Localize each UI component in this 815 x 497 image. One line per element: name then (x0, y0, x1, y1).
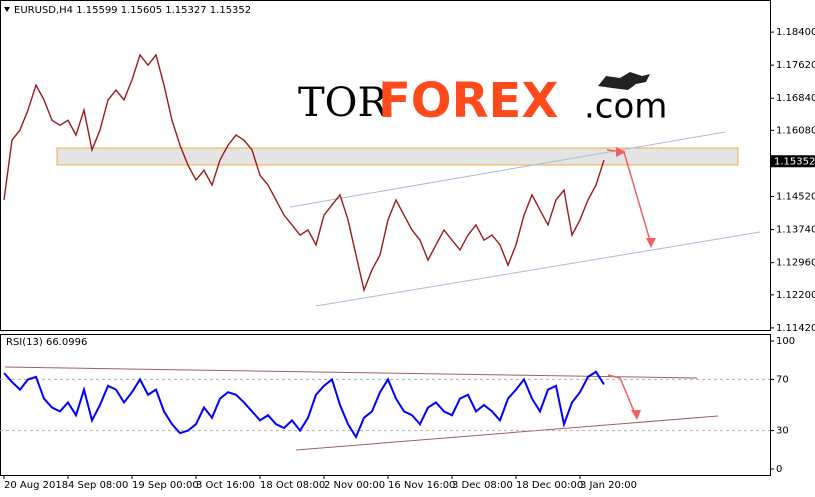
resistance-zone (56, 147, 739, 166)
x-tick-label: 16 Nov 16:00 (388, 480, 455, 491)
rsi-panel (0, 334, 771, 476)
logo-com: .com (584, 87, 667, 127)
logo-forex: FOREX (378, 73, 558, 129)
y-tick-label: 1.18400 (776, 27, 815, 38)
x-tick-label: 3 Jan 20:00 (580, 480, 637, 491)
price-line (3, 53, 605, 293)
rsi-trend-bottom (295, 415, 719, 451)
x-tick-label: 4 Sep 08:00 (68, 480, 128, 491)
x-tick-label: 20 Aug 2018 (4, 480, 68, 491)
y-tick-label: 1.12200 (776, 290, 815, 301)
logo: TOR FOREX .com (298, 72, 667, 129)
y-tick-label: 1.13740 (776, 225, 815, 236)
last-price-label: 1.15352 (774, 156, 815, 167)
y-tick-label: 1.12960 (776, 258, 815, 269)
logo-bull (598, 72, 650, 90)
x-tick-label: 2 Nov 00:00 (324, 480, 385, 491)
x-tick-label: 3 Oct 16:00 (196, 480, 255, 491)
x-tick-label: 18 Oct 08:00 (260, 480, 325, 491)
x-tick-label: 3 Dec 08:00 (452, 480, 513, 491)
arrow-head (631, 410, 641, 420)
y-tick-label: 0 (776, 464, 782, 475)
x-tick-label: 18 Dec 00:00 (516, 480, 583, 491)
y-tick-label: 1.16080 (776, 125, 815, 136)
y-tick-label: 30 (776, 426, 789, 437)
y-tick-label: 100 (776, 336, 795, 347)
y-tick-label: 70 (776, 374, 789, 385)
panel-title: EURUSD,H4 1.15599 1.15605 1.15327 1.1535… (14, 5, 251, 16)
last-price-box (771, 155, 815, 168)
panel-title: RSI(13) 66.0996 (6, 337, 87, 348)
y-tick-label: 1.11420 (776, 323, 815, 334)
rsi-trend-top (4, 366, 698, 379)
x-tick-label: 19 Sep 00:00 (132, 480, 199, 491)
logo-tor: TOR (298, 80, 389, 126)
channel-top (289, 131, 726, 208)
arrow-head (616, 147, 626, 157)
rsi-arrow (607, 374, 637, 417)
y-tick-label: 1.16840 (776, 93, 815, 104)
arrow-head (646, 238, 656, 248)
main-panel (0, 0, 771, 331)
y-tick-label: 1.14520 (776, 192, 815, 203)
price-line (3, 370, 605, 440)
y-tick-label: 1.17620 (776, 60, 815, 71)
menu-triangle (4, 7, 10, 12)
channel-bottom (315, 231, 761, 307)
